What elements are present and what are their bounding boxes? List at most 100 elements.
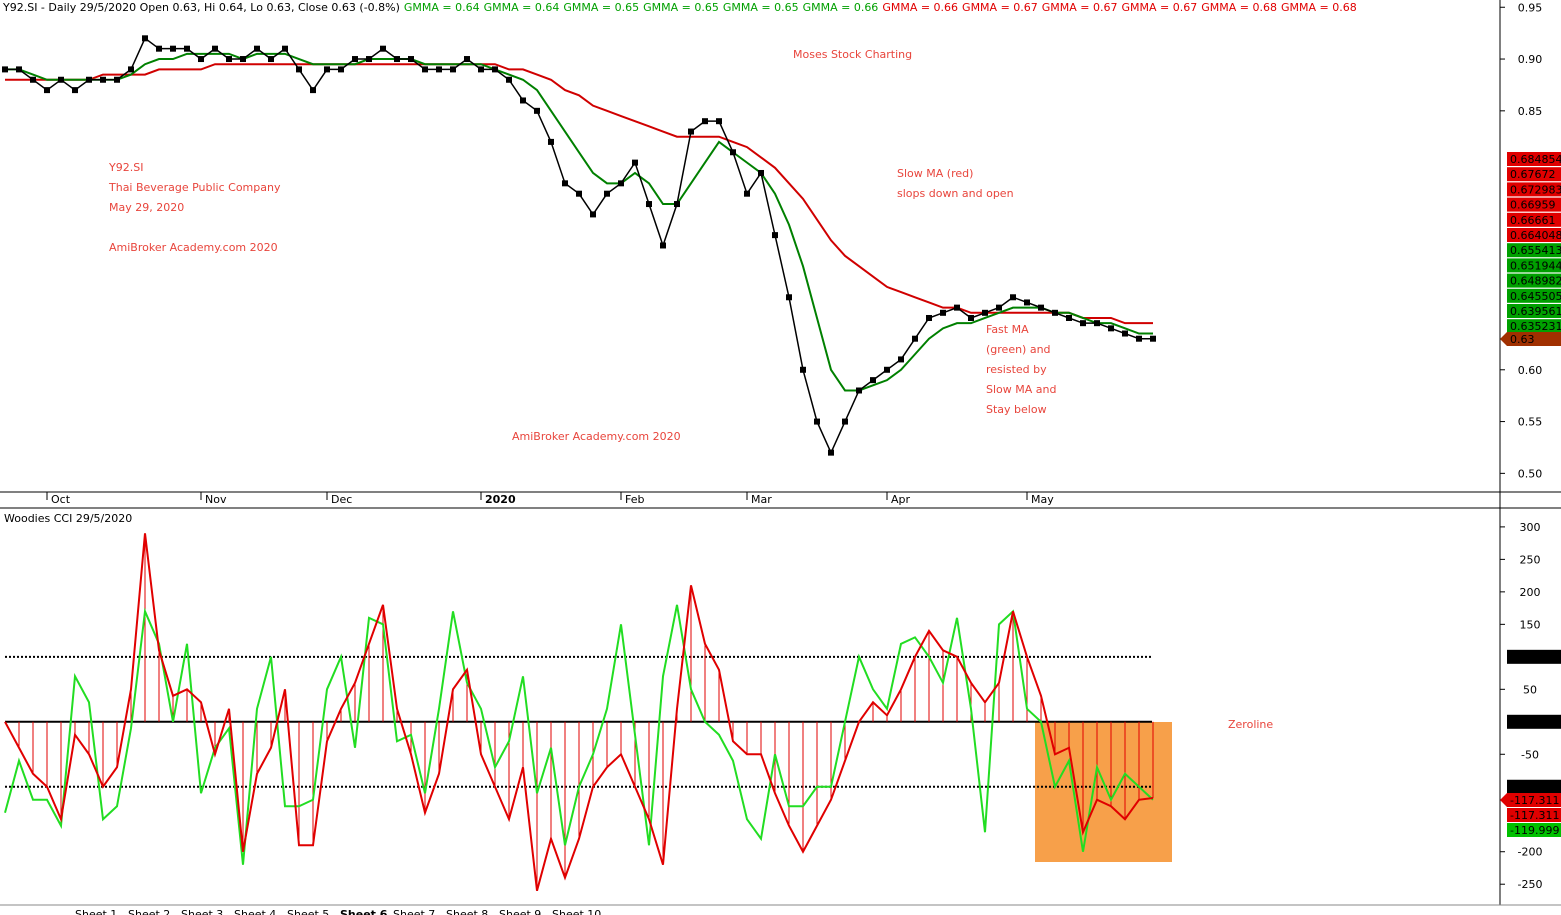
close-mark [548, 138, 554, 145]
annotation: resisted by [986, 363, 1047, 376]
annotation: May 29, 2020 [109, 201, 184, 214]
close-mark [856, 387, 862, 394]
last-value: -117.311 [1510, 809, 1559, 822]
annotation: slops down and open [897, 187, 1014, 200]
last-value: 0.635231 [1510, 320, 1561, 333]
last-value-box [1507, 273, 1561, 288]
close-mark [436, 66, 442, 73]
cci-line [4, 533, 1154, 891]
sheet-tab[interactable]: Sheet 5 [287, 908, 329, 915]
x-tick-label: Mar [751, 493, 772, 506]
y-tick-label: 0.90 [1518, 53, 1543, 66]
close-mark [758, 169, 764, 176]
annotation: Fast MA [986, 323, 1029, 336]
close-mark [786, 294, 792, 301]
last-value-box [1507, 319, 1561, 334]
close-mark [114, 76, 120, 83]
gmma-value: GMMA = 0.68 [1201, 1, 1277, 14]
annotation: Slow MA and [986, 383, 1056, 396]
close-mark [674, 201, 680, 208]
close-mark [1052, 309, 1058, 316]
last-value: 0.672983 [1510, 183, 1561, 196]
y-tick-label: 0.85 [1518, 105, 1543, 118]
close-mark [310, 87, 316, 94]
close-mark [478, 66, 484, 73]
sheet-tab[interactable]: Sheet 1 [75, 908, 117, 915]
close-mark [380, 45, 386, 52]
close-mark [660, 242, 666, 249]
gmma-value: GMMA = 0.66 [882, 1, 958, 14]
last-value: 0.648982 [1510, 275, 1561, 288]
cci-line [4, 604, 1154, 865]
y-tick-label: 150 [1520, 618, 1541, 631]
close-mark [464, 56, 470, 63]
x-tick-label: Apr [891, 493, 911, 506]
gmma-value: GMMA = 0.65 [723, 1, 799, 14]
reference-label-box [1507, 714, 1561, 729]
last-value: 0.664048 [1510, 229, 1561, 242]
y-tick-label: 0.95 [1518, 1, 1543, 14]
close-mark [100, 76, 106, 83]
close-mark [58, 76, 64, 83]
sheet-tab[interactable]: Sheet 7 [393, 908, 435, 915]
close-mark [800, 366, 806, 373]
close-mark [86, 76, 92, 83]
close-mark [716, 118, 722, 125]
close-mark [156, 45, 162, 52]
close-mark [870, 377, 876, 384]
x-tick-label: Feb [625, 493, 644, 506]
close-mark [198, 56, 204, 63]
y-tick-label: -250 [1518, 878, 1543, 891]
annotation: Thai Beverage Public Company [108, 181, 281, 194]
last-value-box [1507, 212, 1561, 227]
x-tick-label: Nov [205, 493, 227, 506]
close-mark [534, 107, 540, 114]
close-mark [1150, 335, 1156, 342]
close-mark [632, 159, 638, 166]
close-mark [520, 97, 526, 104]
sheet-tab[interactable]: Sheet 9 [499, 908, 541, 915]
close-mark [366, 56, 372, 63]
last-value-box [1507, 793, 1561, 807]
highlight-box [1035, 722, 1172, 862]
sheet-tab[interactable]: Sheet 4 [234, 908, 276, 915]
gmma-value: GMMA = 0.64 [404, 1, 480, 14]
sheet-tab[interactable]: Sheet 8 [446, 908, 488, 915]
last-value: 0.645505 [1510, 290, 1561, 303]
y-tick-label: 200 [1520, 586, 1541, 599]
close-mark [926, 314, 932, 321]
close-mark [1024, 299, 1030, 306]
sheet-tab[interactable]: Sheet 2 [128, 908, 170, 915]
reference-label: 100 [1537, 651, 1558, 664]
sheet-tab[interactable]: Sheet 10 [552, 908, 601, 915]
last-value-box [1507, 258, 1561, 273]
annotation: Moses Stock Charting [793, 48, 912, 61]
close-mark [730, 149, 736, 156]
x-tick-label: Dec [331, 493, 352, 506]
close-mark [212, 45, 218, 52]
close-mark [338, 66, 344, 73]
last-value: 0.63 [1510, 333, 1535, 346]
sheet-tab[interactable]: Sheet 3 [181, 908, 223, 915]
close-mark [1108, 325, 1114, 332]
last-value: 0.66959 [1510, 199, 1556, 212]
last-value-box [1507, 182, 1561, 197]
close-mark [254, 45, 260, 52]
close-mark [506, 76, 512, 83]
close-mark [1136, 335, 1142, 342]
close-mark [702, 118, 708, 125]
cci-title: Woodies CCI 29/5/2020 [4, 512, 132, 525]
close-mark [646, 201, 652, 208]
close-mark [884, 366, 890, 373]
last-value: 0.684854 [1510, 153, 1561, 166]
last-value-box [1507, 823, 1561, 837]
close-mark [1038, 304, 1044, 311]
last-value: -119.999 [1510, 824, 1559, 837]
sheet-tab[interactable]: Sheet 6 [340, 908, 388, 915]
close-mark [128, 66, 134, 73]
last-value-box [1507, 152, 1561, 166]
last-value-box [1507, 167, 1561, 182]
close-mark [898, 356, 904, 363]
x-tick-label: May [1031, 493, 1054, 506]
